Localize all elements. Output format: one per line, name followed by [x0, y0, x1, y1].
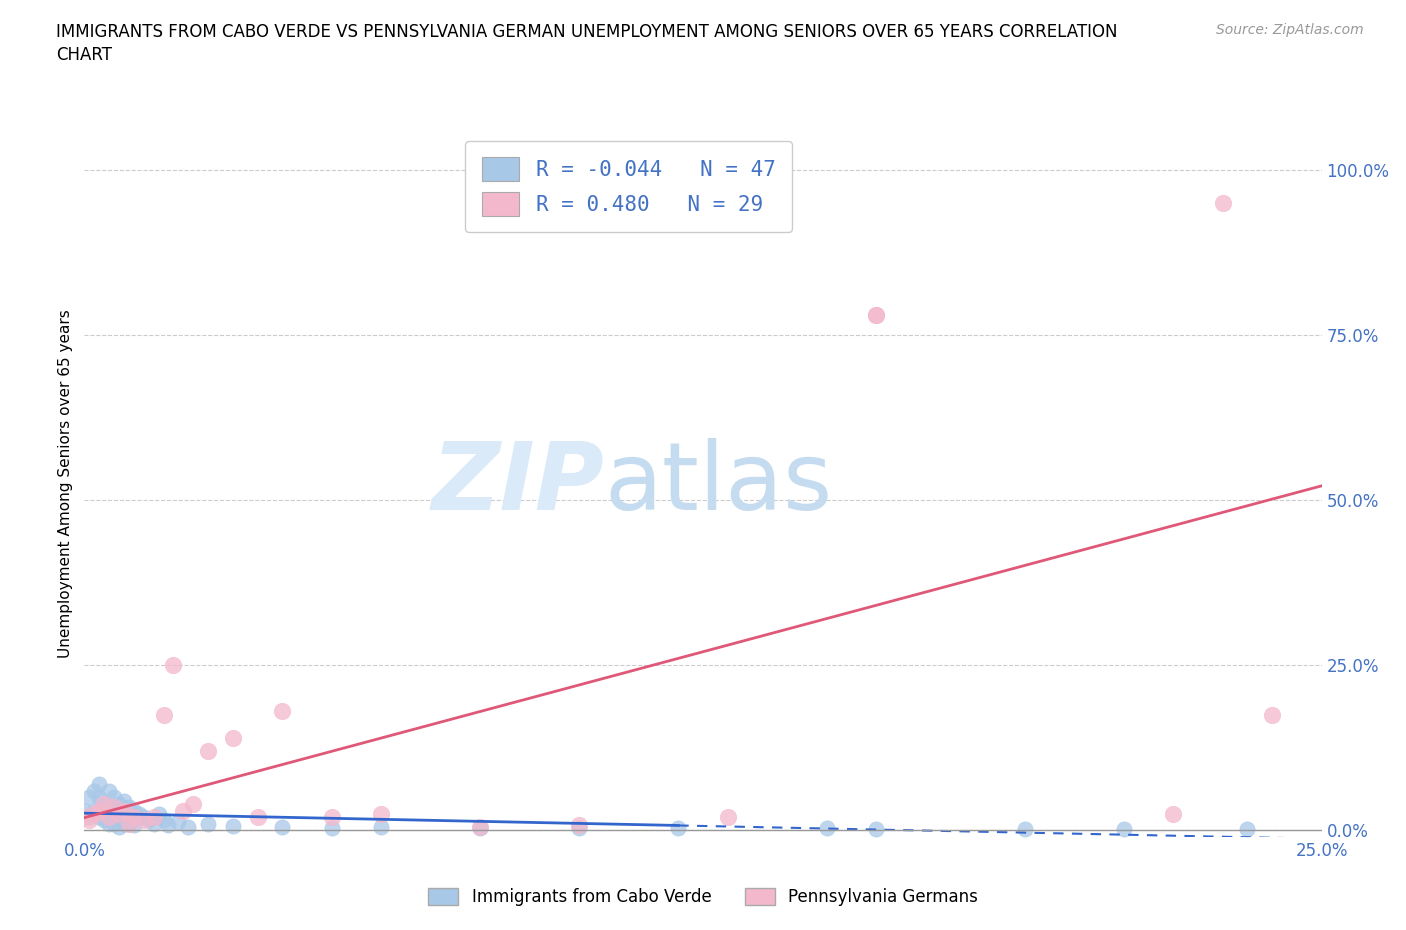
Point: [1212, 195, 1234, 210]
Point: [152, 813, 174, 828]
Point: [1261, 708, 1284, 723]
Point: [118, 817, 141, 831]
Point: [148, 806, 170, 821]
Point: [138, 813, 160, 828]
Point: [222, 819, 245, 834]
Point: [132, 813, 155, 828]
Point: [271, 704, 294, 719]
Point: [865, 308, 887, 323]
Point: [79, 813, 101, 828]
Point: [103, 817, 125, 831]
Point: [162, 658, 184, 672]
Point: [1236, 821, 1258, 836]
Point: [271, 819, 294, 834]
Point: [568, 820, 591, 835]
Point: [370, 806, 392, 821]
Point: [177, 819, 200, 834]
Point: [122, 810, 145, 825]
Point: [321, 810, 343, 825]
Point: [108, 810, 131, 825]
Point: [118, 817, 141, 831]
Point: [321, 820, 343, 835]
Y-axis label: Unemployment Among Seniors over 65 years: Unemployment Among Seniors over 65 years: [58, 309, 73, 658]
Point: [93, 796, 115, 811]
Point: [98, 810, 121, 825]
Legend: R = -0.044   N = 47, R = 0.480   N = 29: R = -0.044 N = 47, R = 0.480 N = 29: [465, 140, 793, 232]
Point: [132, 810, 155, 825]
Text: Source: ZipAtlas.com: Source: ZipAtlas.com: [1216, 23, 1364, 37]
Legend: Immigrants from Cabo Verde, Pennsylvania Germans: Immigrants from Cabo Verde, Pennsylvania…: [422, 881, 984, 912]
Point: [181, 796, 204, 811]
Point: [83, 804, 105, 818]
Text: atlas: atlas: [605, 438, 832, 529]
Point: [93, 796, 115, 811]
Point: [157, 817, 180, 832]
Point: [865, 821, 887, 836]
Point: [470, 819, 492, 834]
Point: [89, 804, 111, 818]
Point: [1112, 821, 1135, 836]
Point: [112, 817, 135, 831]
Point: [98, 817, 121, 831]
Point: [865, 308, 887, 323]
Point: [108, 796, 131, 811]
Point: [172, 804, 194, 818]
Point: [142, 810, 165, 825]
Text: CHART: CHART: [56, 46, 112, 64]
Point: [815, 821, 838, 836]
Point: [103, 800, 125, 815]
Point: [83, 806, 105, 821]
Point: [568, 817, 591, 832]
Point: [93, 813, 115, 828]
Point: [73, 810, 96, 825]
Point: [73, 804, 96, 818]
Point: [89, 777, 111, 791]
Point: [98, 804, 121, 818]
Point: [197, 817, 219, 831]
Point: [142, 817, 165, 831]
Point: [666, 821, 689, 836]
Point: [112, 793, 135, 808]
Point: [108, 806, 131, 821]
Point: [152, 708, 174, 723]
Point: [112, 804, 135, 818]
Point: [79, 790, 101, 804]
Point: [83, 783, 105, 798]
Point: [246, 810, 269, 825]
Point: [122, 817, 145, 832]
Point: [79, 810, 101, 825]
Point: [222, 730, 245, 745]
Text: IMMIGRANTS FROM CABO VERDE VS PENNSYLVANIA GERMAN UNEMPLOYMENT AMONG SENIORS OVE: IMMIGRANTS FROM CABO VERDE VS PENNSYLVAN…: [56, 23, 1118, 41]
Point: [370, 819, 392, 834]
Point: [98, 783, 121, 798]
Point: [717, 810, 740, 825]
Text: ZIP: ZIP: [432, 438, 605, 529]
Point: [1014, 821, 1036, 836]
Point: [470, 821, 492, 836]
Point: [1161, 806, 1184, 821]
Point: [122, 804, 145, 818]
Point: [89, 790, 111, 804]
Point: [167, 815, 190, 830]
Point: [89, 810, 111, 825]
Point: [108, 819, 131, 834]
Point: [103, 790, 125, 804]
Point: [103, 806, 125, 821]
Point: [197, 744, 219, 759]
Point: [128, 806, 150, 821]
Point: [118, 800, 141, 815]
